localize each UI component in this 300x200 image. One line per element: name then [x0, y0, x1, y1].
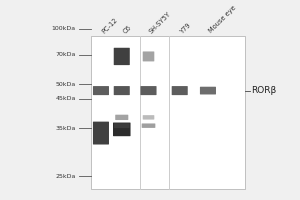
FancyBboxPatch shape — [140, 86, 157, 95]
Text: 35kDa: 35kDa — [55, 126, 76, 131]
Text: 70kDa: 70kDa — [55, 52, 76, 57]
FancyBboxPatch shape — [114, 48, 130, 65]
FancyBboxPatch shape — [113, 123, 130, 136]
Text: SH-SY5Y: SH-SY5Y — [148, 10, 172, 34]
FancyBboxPatch shape — [172, 86, 188, 95]
FancyBboxPatch shape — [114, 123, 130, 128]
FancyBboxPatch shape — [93, 86, 109, 95]
FancyBboxPatch shape — [143, 115, 154, 120]
FancyBboxPatch shape — [142, 123, 155, 128]
Bar — [91, 36, 245, 189]
Text: Mouse eye: Mouse eye — [208, 5, 238, 34]
FancyBboxPatch shape — [143, 51, 154, 61]
FancyBboxPatch shape — [93, 122, 109, 145]
Text: PC-12: PC-12 — [101, 16, 119, 34]
Text: Y79: Y79 — [180, 21, 193, 34]
Text: RORβ: RORβ — [251, 86, 276, 95]
Text: 100kDa: 100kDa — [52, 26, 76, 31]
Text: 25kDa: 25kDa — [55, 174, 76, 179]
FancyBboxPatch shape — [114, 86, 130, 95]
Text: 45kDa: 45kDa — [55, 96, 76, 101]
Text: 50kDa: 50kDa — [56, 82, 76, 87]
Text: C6: C6 — [122, 24, 132, 34]
FancyBboxPatch shape — [200, 87, 216, 94]
FancyBboxPatch shape — [115, 115, 128, 120]
